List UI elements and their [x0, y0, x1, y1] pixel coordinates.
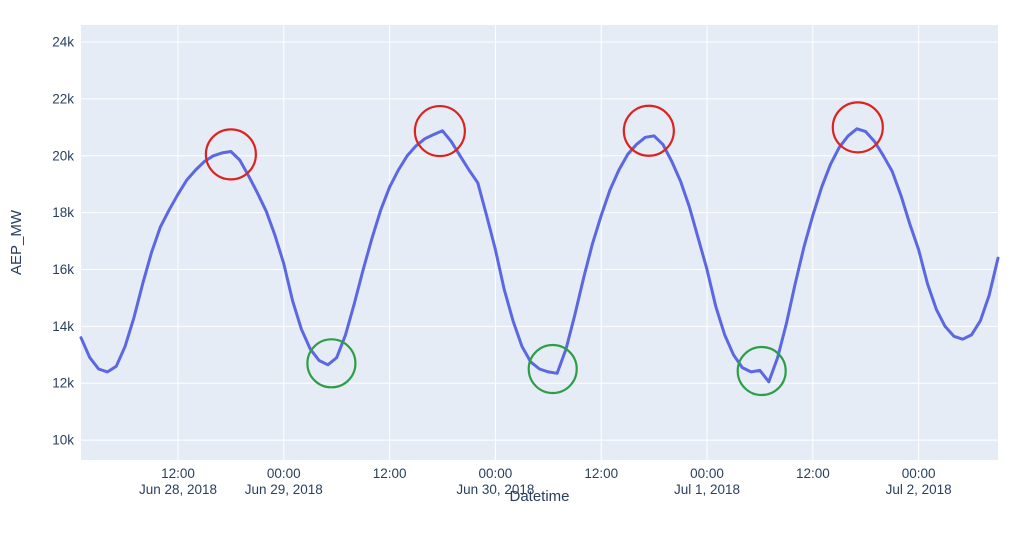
aep-mw-series-line — [79, 127, 1000, 384]
y-axis-title: AEP_MW — [8, 209, 25, 275]
trough-marker-circle — [306, 338, 357, 389]
peak-marker-circle — [413, 104, 466, 158]
x-tick-time-label: 12:00 — [161, 466, 195, 481]
y-tick-label: 20k — [52, 148, 74, 163]
x-tick-date-label: Jul 1, 2018 — [674, 482, 740, 497]
x-tick-time-label: 00:00 — [479, 466, 513, 481]
y-tick-label: 18k — [52, 205, 74, 220]
x-tick-time-label: 00:00 — [690, 466, 724, 481]
y-tick-label: 10k — [52, 433, 74, 448]
x-tick-time-label: 12:00 — [796, 466, 830, 481]
trough-marker-circle — [527, 343, 578, 395]
x-tick-time-label: 00:00 — [902, 466, 936, 481]
y-tick-label: 22k — [52, 91, 74, 106]
trough-marker-circle — [736, 345, 787, 397]
x-tick-time-label: 00:00 — [267, 466, 301, 481]
x-axis-title: Datetime — [509, 488, 569, 505]
x-tick-date-label: Jun 28, 2018 — [139, 482, 217, 497]
x-tick-date-label: Jul 2, 2018 — [886, 482, 952, 497]
x-tick-time-label: 12:00 — [584, 466, 618, 481]
y-tick-label: 12k — [52, 376, 74, 391]
y-tick-label: 16k — [52, 262, 74, 277]
peak-marker-circle — [831, 101, 884, 154]
peak-marker-circle — [622, 104, 675, 157]
x-tick-time-label: 12:00 — [373, 466, 407, 481]
x-tick-date-label: Jun 30, 2018 — [456, 482, 534, 497]
x-tick-date-label: Jun 29, 2018 — [245, 482, 323, 497]
y-tick-label: 24k — [52, 35, 74, 50]
peak-marker-circle — [204, 128, 257, 181]
plot-area-background — [81, 25, 998, 460]
y-tick-label: 14k — [52, 319, 74, 334]
